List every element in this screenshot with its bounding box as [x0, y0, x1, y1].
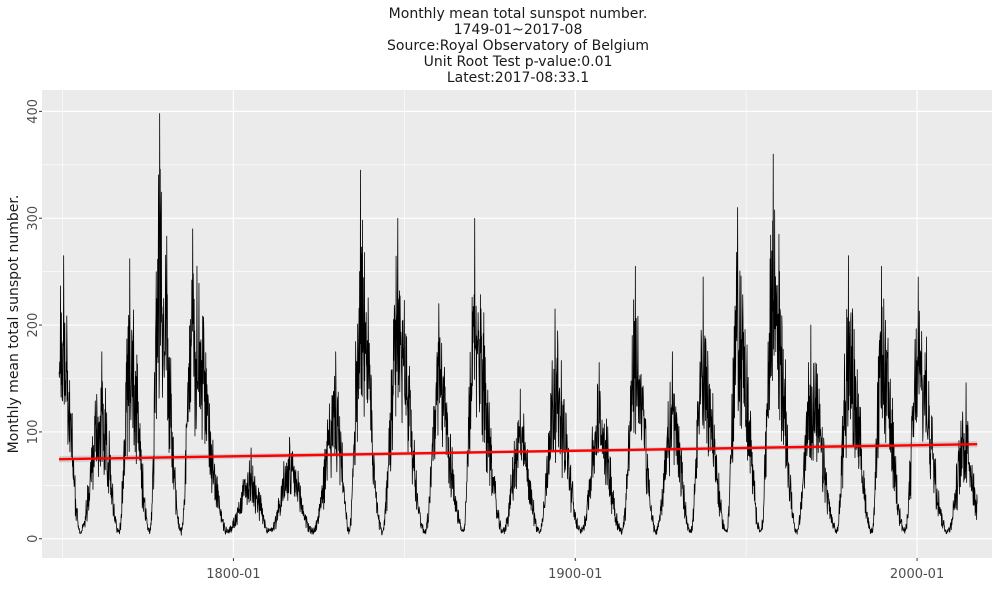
trend-regression-line [59, 443, 978, 461]
sunspot-monthly-line [58, 113, 978, 536]
x-tick-label-2: 2000-01 [890, 567, 944, 582]
trend-line [59, 443, 978, 461]
grid-lines [42, 90, 992, 558]
y-tick-label-3: 300 [26, 206, 41, 231]
title-line-5: Latest:2017-08:33.1 [447, 70, 589, 86]
y-tick-label-4: 400 [26, 99, 41, 124]
title-line-2: 1749-01~2017-08 [454, 22, 583, 38]
sunspot-series [58, 113, 978, 536]
title-line-1: Monthly mean total sunspot number. [389, 6, 648, 22]
y-axis-title: Monthly mean total sunspot number. [6, 195, 22, 454]
axis-ticks: 0 100 200 300 400 1800-01 1900-01 2000-01 [26, 99, 944, 582]
y-tick-label-1: 100 [26, 420, 41, 445]
x-tick-label-0: 1800-01 [206, 567, 260, 582]
chart-title: Monthly mean total sunspot number. 1749-… [387, 6, 649, 86]
title-line-4: Unit Root Test p-value:0.01 [424, 54, 613, 70]
x-tick-label-1: 1900-01 [548, 567, 602, 582]
y-tick-label-0: 0 [26, 535, 41, 543]
title-line-3: Source:Royal Observatory of Belgium [387, 38, 649, 54]
y-tick-label-2: 200 [26, 313, 41, 338]
